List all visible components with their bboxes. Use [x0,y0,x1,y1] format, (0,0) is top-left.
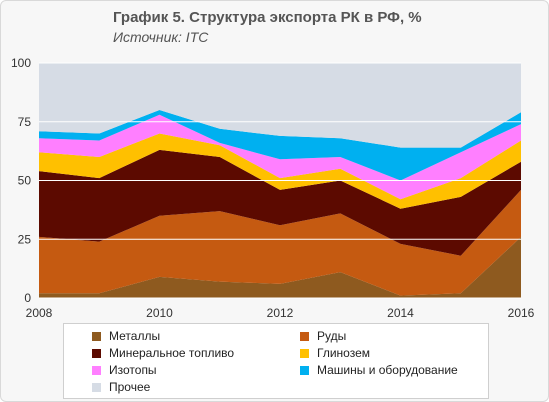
y-tick-label: 0 [24,291,31,305]
legend-label: Прочее [109,380,151,394]
legend-item: Прочее [92,380,150,394]
legend-item: Металлы [92,329,160,343]
x-tick-label: 2010 [146,306,173,320]
y-tick-label: 50 [18,174,32,188]
legend-swatch [92,331,101,341]
area-series-2 [39,189,521,296]
legend-item: Руды [300,329,346,343]
legend-label: Минеральное топливо [109,346,235,360]
chart-subtitle: Источник: ITC [113,29,209,45]
legend-label: Машины и оборудование [317,363,458,377]
legend-swatch [92,382,101,392]
legend-item: Машины и оборудование [300,363,458,377]
x-tick-label: 2016 [508,306,535,320]
x-tick-label: 2014 [387,306,414,320]
area-series-6 [39,110,521,181]
legend-label: Изотопы [109,363,157,377]
legend-label: Металлы [109,329,161,343]
legend-label: Руды [317,329,347,343]
legend-swatch [92,348,101,358]
chart-legend: Металлы Руды Минеральное топливо Глинозем Из… [63,323,489,399]
chart-title: График 5. Структура экспорта РК в РФ, % [113,9,422,26]
x-tick-label: 2008 [26,306,53,320]
area-series-1 [39,236,521,298]
legend-label: Глинозем [317,346,370,360]
legend-swatch [300,348,309,358]
y-tick-label: 75 [18,115,32,129]
area-series-7 [39,63,521,148]
y-tick-label: 100 [11,56,31,70]
area-series-3 [39,149,521,256]
x-tick-label: 2012 [267,306,294,320]
legend-swatch [300,331,309,341]
legend-swatch [300,365,309,375]
legend-item: Минеральное топливо [92,346,234,360]
legend-swatch [92,365,101,375]
legend-item: Изотопы [92,363,157,377]
legend-item: Глинозем [300,346,370,360]
y-tick-label: 25 [18,232,32,246]
